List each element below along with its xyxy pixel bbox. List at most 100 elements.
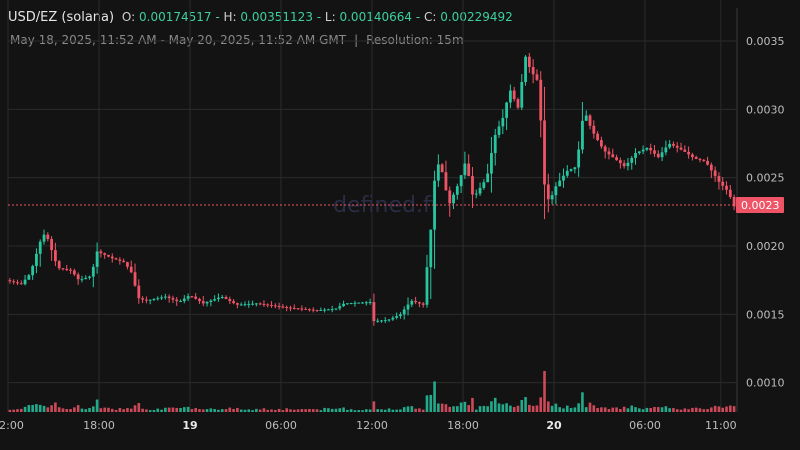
candle-body [239,304,243,306]
volume-bar [660,407,664,412]
candle-body [247,303,251,305]
volume-bar [330,408,334,412]
candle-body [732,196,736,207]
y-tick-label: 0.0025 [746,172,785,185]
volume-bar [641,409,645,412]
candle-body [292,307,296,309]
volume-bar [8,409,12,412]
candle-body [531,66,535,75]
volume-bar [634,407,637,412]
volume-bar [600,407,603,412]
volume-bar [539,397,543,412]
candle-body [258,303,262,305]
x-tick-label: 06:00 [629,419,661,432]
candle-body [690,154,694,158]
y-tick-label: 0.0015 [746,308,785,321]
candle-body [417,302,421,304]
candle-body [444,172,448,191]
volume-bar [550,405,554,412]
candle-body [50,239,54,251]
volume-bar [493,397,497,412]
candle-body [19,283,23,285]
candle-body [8,280,12,282]
candle-body [300,308,304,310]
candle-body [581,120,584,150]
volume-bar [444,404,448,412]
volume-bar [452,406,455,412]
candle-body [144,299,148,301]
volume-bar [190,409,194,412]
volume-bar [357,410,361,412]
candle-body [84,277,88,280]
volume-bar [516,405,520,412]
candle-body [649,147,653,151]
candle-body [38,241,42,254]
candle-body [220,296,224,298]
candle-body [399,314,402,317]
volume-bar [285,408,288,412]
candle-body [709,164,713,171]
volume-bar [126,408,129,412]
volume-bar [353,410,357,412]
volume-bar [255,408,258,412]
candle-body [543,120,546,185]
volume-bar [304,409,307,412]
ohlc-readout: O: 0.00174517 - H: 0.00351123 - L: 0.001… [121,10,513,24]
candle-body [490,153,493,174]
candles[interactable] [8,52,736,326]
candle-body [698,158,702,160]
volume-bar [171,407,175,412]
volume-bar [12,409,15,412]
volume-bar [418,408,421,412]
volume-bar [440,403,444,412]
candle-body [57,261,61,269]
volume-bar [691,407,694,412]
volume-bar [232,408,235,412]
candle-body [452,194,455,204]
volume-bar [23,406,27,412]
candle-body [402,309,406,315]
candle-body [406,304,410,310]
volume-bar [713,405,717,412]
volume-bar [653,406,656,412]
volume-bar [687,409,690,412]
volume-bar [179,408,182,412]
candle-body [137,285,141,299]
candle-body [527,56,531,67]
volume-bar [486,406,489,412]
volume-bar [710,407,713,412]
volume-bar [152,410,156,412]
volume-bar [391,409,395,412]
candle-body [46,234,50,240]
candle-body [262,303,266,305]
volume-bar [683,408,687,412]
candle-body [675,145,679,148]
candle-body [209,300,213,302]
volume-bar [164,407,167,412]
current-price-label-bg [736,197,784,214]
candle-body [42,234,46,242]
candle-body [319,309,323,311]
volume-bar [421,409,425,412]
candle-body [448,190,452,204]
current-price-label: 0.0023 [736,197,784,214]
candle-body [455,186,459,195]
candle-body [436,164,440,181]
candle-body [53,250,57,262]
volume-bar [717,406,721,412]
candle-body [205,301,209,304]
volume-bar [437,403,440,412]
volume-bar [626,408,630,412]
candle-body [524,56,527,83]
candle-body [596,133,600,141]
candle-body [304,308,308,310]
volume-bar [129,408,133,412]
volume-bar [433,381,436,412]
y-tick-label: 0.0010 [746,377,785,390]
candle-body [645,147,649,150]
candle-body [493,134,497,154]
volume-bars [8,370,736,412]
volume-bar [35,404,38,412]
close-label: C: [423,10,437,24]
